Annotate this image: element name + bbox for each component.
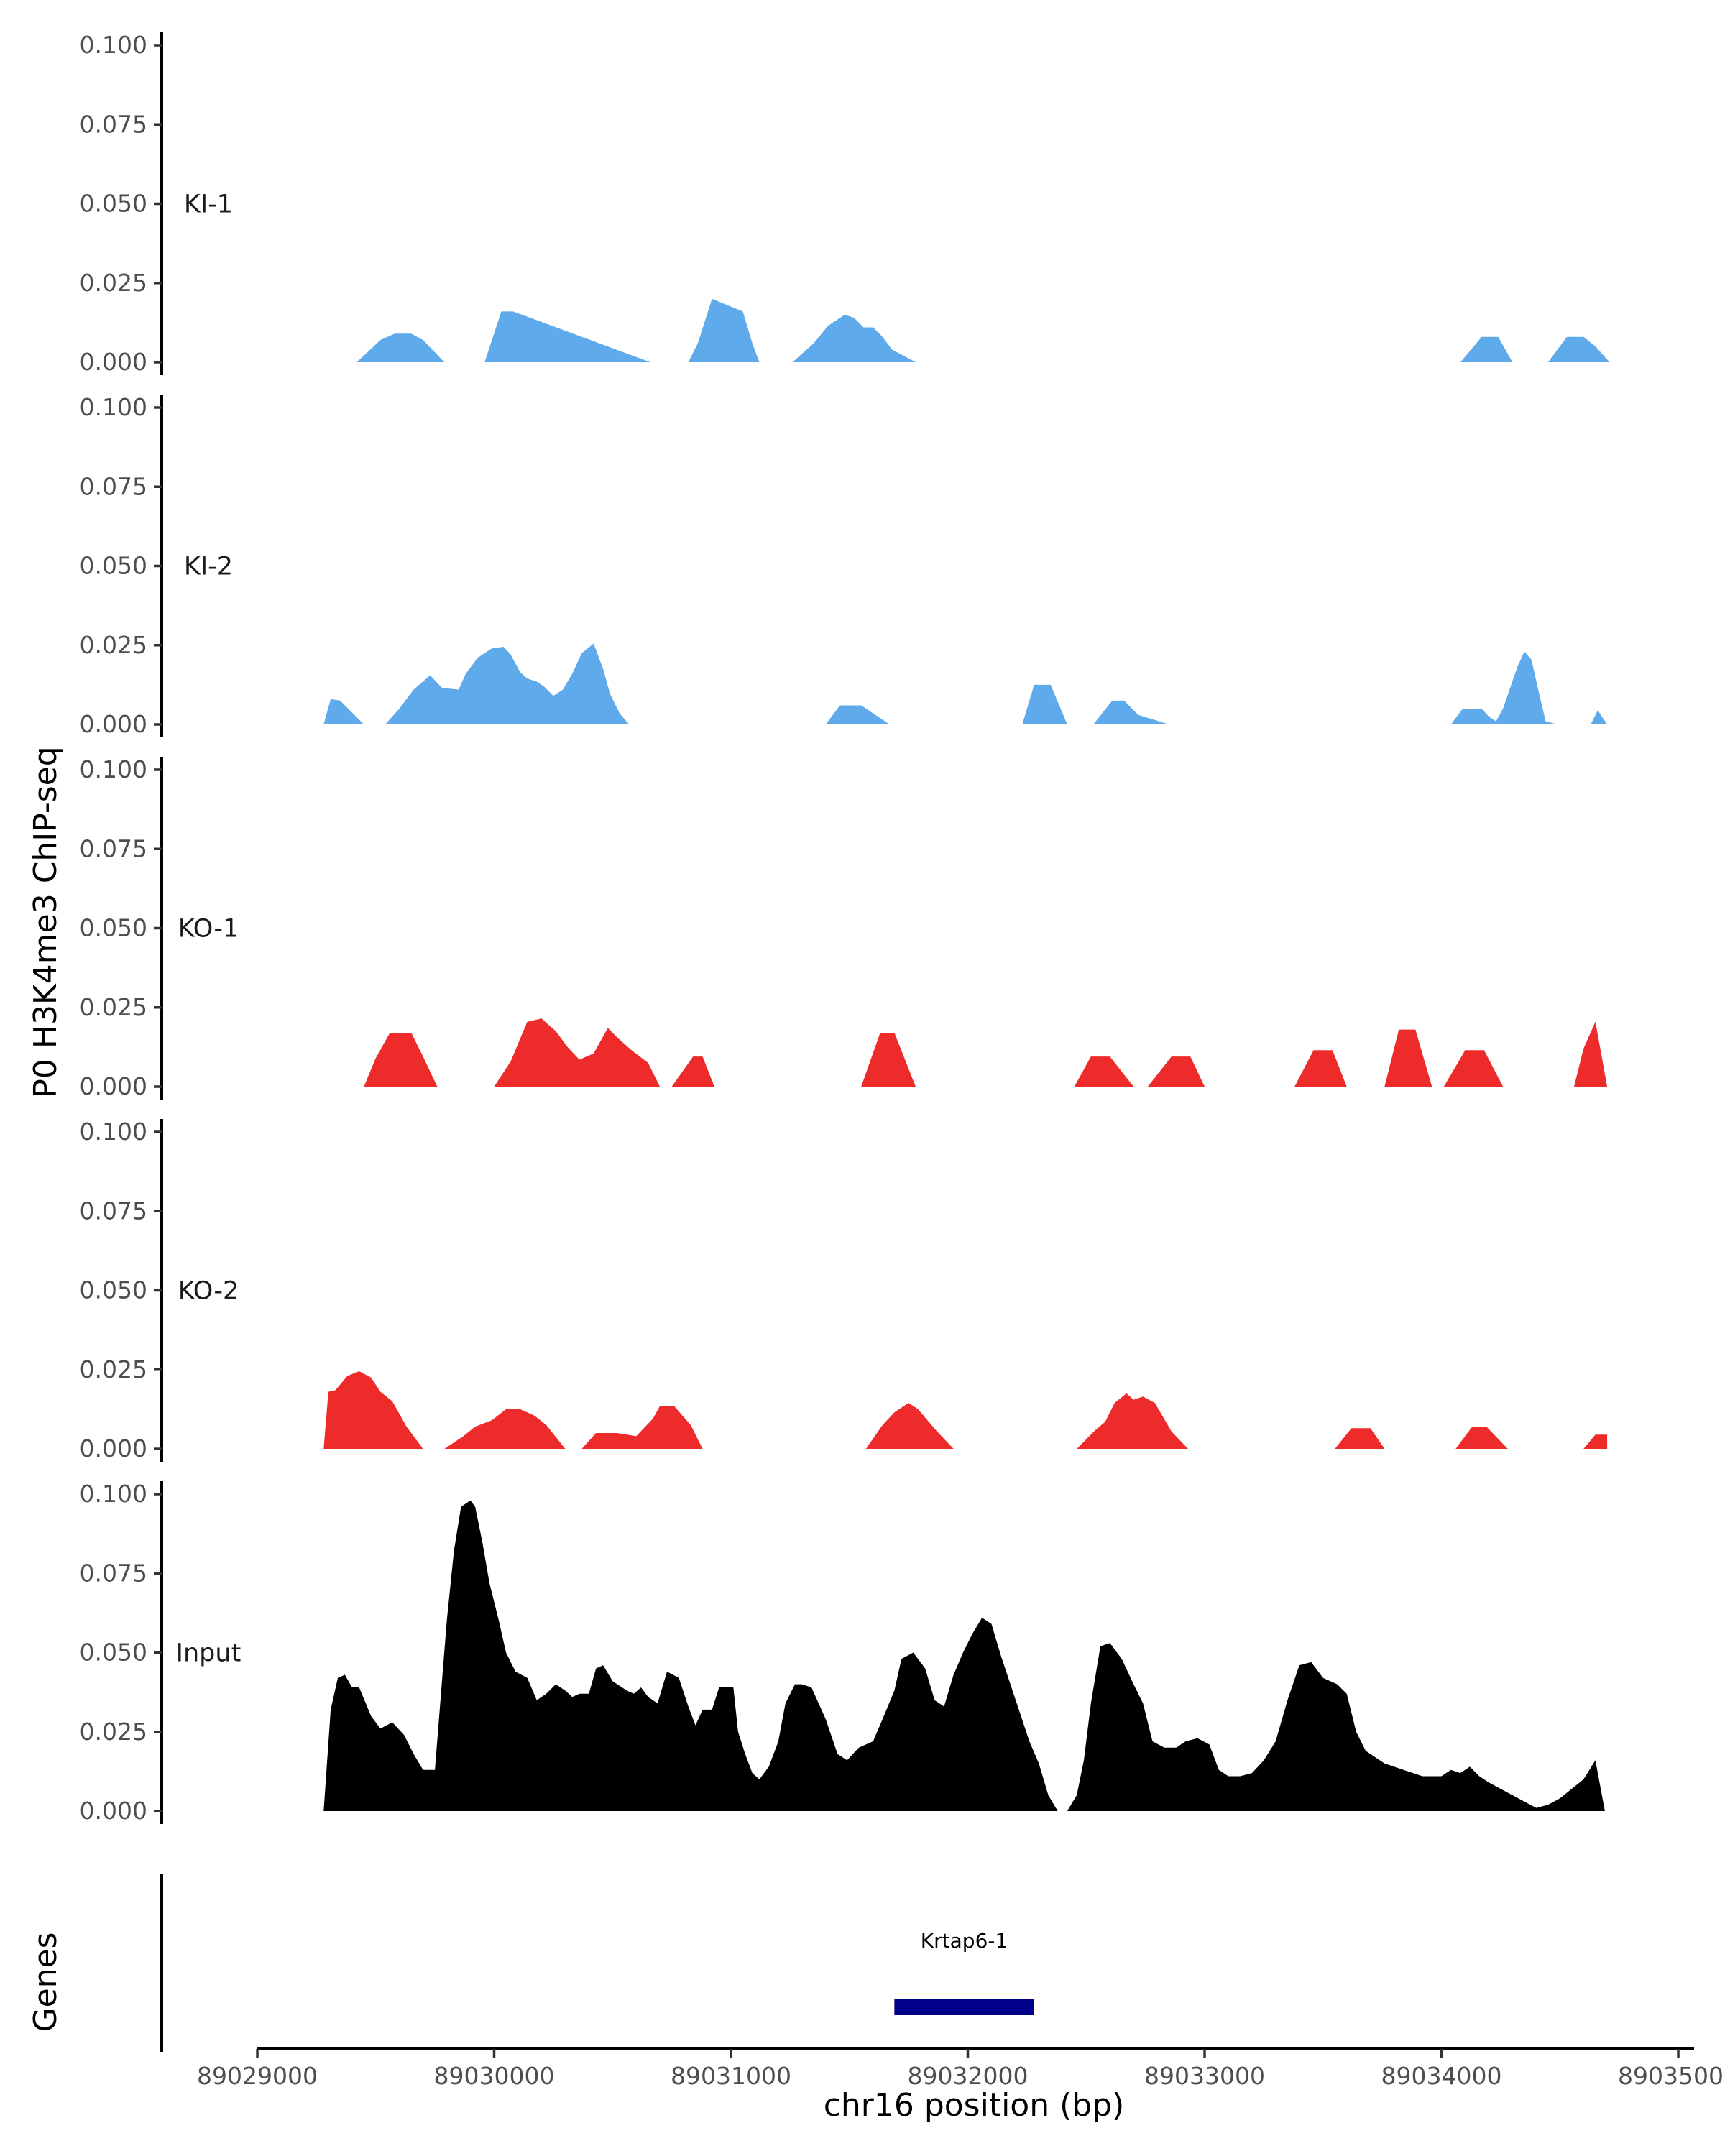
y-tick-label: 0.100 [80,393,147,421]
x-axis: 89029000 89030000 89031000 89032000 89033000… [197,2047,1725,2090]
track-label: KO-2 [178,1277,239,1306]
y-tick-label: 0.075 [80,1559,147,1587]
y-tick-label: 0.075 [80,834,147,862]
x-tick-label: 89031000 [671,2062,791,2090]
y-tick-label: 0.050 [80,1276,147,1304]
y-tick-label: 0.000 [80,348,147,376]
y-tick-label: 0.025 [80,993,147,1021]
y-tick-label: 0.050 [80,552,147,580]
track-input: 0.100 0.075 0.050 0.025 0.000 Input [80,1480,1605,1825]
track-label: KI-1 [184,190,233,219]
y-tick-label: 0.100 [80,1480,147,1508]
signal-area [323,1500,1605,1811]
track-ki-1: 0.100 0.075 0.050 0.025 0.000 KI-1 [80,31,1610,376]
y-tick-label: 0.075 [80,1197,147,1225]
x-tick-label: 89032000 [908,2062,1029,2090]
track-label: Input [176,1639,242,1668]
y-tick-label: 0.025 [80,1355,147,1383]
strand-arrow [895,2001,906,2014]
y-tick-label: 0.050 [80,1639,147,1667]
x-tick-label: 89035000 [1618,2062,1725,2090]
y-tick-label: 0.000 [80,1072,147,1100]
x-tick-label: 89029000 [197,2062,318,2090]
x-tick-label: 89033000 [1144,2062,1265,2090]
y-tick-label: 0.100 [80,755,147,783]
track-ki-2: 0.100 0.075 0.050 0.025 0.000 KI-2 [80,393,1608,738]
y-tick-label: 0.000 [80,710,147,738]
y-tick-label: 0.075 [80,110,147,138]
signal-area [323,1371,1608,1449]
x-tick-label: 89030000 [434,2062,555,2090]
y-tick-label: 0.050 [80,914,147,942]
signal-area [323,643,1608,724]
y-axis-title: P0 H3K4me3 ChIP-seq [27,746,64,1097]
gene-label: Krtap6-1 [921,1929,1008,1953]
x-tick-label: 89034000 [1381,2062,1502,2090]
y-tick-label: 0.025 [80,1718,147,1746]
y-tick-label: 0.000 [80,1797,147,1825]
signal-area [356,298,1610,362]
signal-area [364,1018,1608,1087]
y-tick-label: 0.050 [80,190,147,218]
y-tick-label: 0.000 [80,1434,147,1462]
track-label: KO-1 [178,915,239,944]
y-tick-label: 0.100 [80,31,147,59]
y-tick-label: 0.025 [80,269,147,297]
gene-body [894,1999,1034,2015]
track-label: KI-2 [184,553,233,581]
y-tick-label: 0.100 [80,1118,147,1146]
track-ko-1: 0.100 0.075 0.050 0.025 0.000 KO-1 [80,755,1608,1100]
track-ko-2: 0.100 0.075 0.050 0.025 0.000 KO-2 [80,1118,1608,1462]
genes-axis-title: Genes [27,1932,64,2032]
gene-panel: Krtap6-1 [160,1874,1034,2052]
y-tick-label: 0.025 [80,631,147,659]
y-tick-label: 0.075 [80,472,147,500]
track-panels: 0.1000.0750.0500.0250.000KI-10.1000.0750… [80,31,1610,1825]
x-axis-title: chr16 position (bp) [824,2087,1125,2124]
